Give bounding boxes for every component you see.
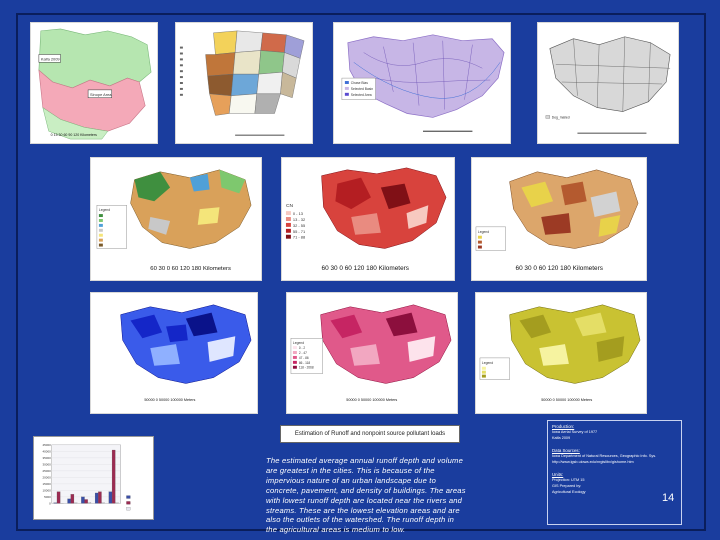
map-river-basin: Chase Bias Selected Basin Selected Area xyxy=(333,22,511,144)
legend-label: 47 - 86 xyxy=(299,356,309,360)
chart-bar xyxy=(108,491,113,504)
legend-label: Chase Bias xyxy=(351,81,368,85)
legend-title: CN xyxy=(286,203,294,209)
legend-title: Legend xyxy=(478,230,489,234)
legend-label: 32 - 55 xyxy=(293,223,306,228)
caption-box: Estimation of Runoff and nonpoint source… xyxy=(280,425,460,443)
info-line: GIS Prepared by: xyxy=(552,484,582,488)
legend-label: Selected Basin xyxy=(351,87,374,91)
legend-label: 86 - 118 xyxy=(299,361,311,365)
scale-bar-label: 50000 0 50000 100000 Meters xyxy=(541,398,592,402)
legend-label: Selected Area xyxy=(351,93,372,97)
y-tick-label: 45000 xyxy=(43,443,52,447)
chart-bar xyxy=(81,496,85,504)
chart-legend-swatch xyxy=(126,495,131,499)
map-label: Kalfa 2009 xyxy=(41,56,60,61)
scale-bar-label: 50000 0 50000 100000 Meters xyxy=(346,398,397,402)
runoff-bar-chart: 45000 40000 35000 30000 25000 20000 15000 10000… xyxy=(33,436,154,520)
legend-label: 13 - 32 xyxy=(293,217,305,222)
map-land-use: Legend 60 30 0 60 120 180 Kilometers xyxy=(90,157,262,281)
scale-bar-label: 50000 0 50000 100000 Meters xyxy=(144,398,195,402)
y-tick-label: 20000 xyxy=(43,475,52,479)
y-tick-label: 10000 xyxy=(43,488,52,492)
chart-legend-swatch xyxy=(126,507,131,511)
info-line: http://www.igsb.uiowa.edu/nrgislibx/gish… xyxy=(552,460,634,464)
scale-bar-label: 0 15 30 60 90 120 Kilometers xyxy=(51,133,97,137)
chart-bar xyxy=(84,499,88,504)
map-soils: Legend 60 30 0 60 120 180 Kilometers xyxy=(471,157,647,281)
info-line: Iowa Department of Natural Resources, Ge… xyxy=(552,454,657,458)
map-label: Sinope Area xyxy=(90,92,112,97)
slide-frame xyxy=(16,13,706,531)
map-curve-number: CN 0 - 13 13 - 32 32 - 55 55 - 71 71 - 8… xyxy=(281,157,455,281)
chart-bar xyxy=(101,502,105,504)
y-tick-label: 40000 xyxy=(43,449,52,453)
y-tick-label: 15000 xyxy=(43,482,52,486)
info-heading: Data Sources: xyxy=(552,448,580,453)
map-subwatersheds: Deg_mailed xyxy=(537,22,679,144)
y-tick-label: 35000 xyxy=(43,456,52,460)
legend-label: Deg_mailed xyxy=(552,115,570,119)
scale-bar-label: 60 30 0 60 120 180 Kilometers xyxy=(150,266,231,272)
map-runoff-depth: 50000 0 50000 100000 Meters xyxy=(90,292,258,414)
info-line: Kalfa 2009 xyxy=(552,436,571,440)
chart-bar xyxy=(70,494,75,504)
map-runoff-volume: Legend 0 - 2 2 - 47 47 - 86 86 - 118 118… xyxy=(286,292,458,414)
info-heading: Units: xyxy=(552,472,564,477)
chart-bar xyxy=(98,491,102,504)
info-line: Iowa Aerial Survey of 1977 xyxy=(552,430,598,434)
chart-bar xyxy=(67,498,71,504)
y-tick-label: 25000 xyxy=(43,469,52,473)
legend-title: Legend xyxy=(293,341,304,345)
info-box: Production: Iowa Aerial Survey of 1977 K… xyxy=(547,420,682,525)
chart-legend-swatch xyxy=(126,501,131,505)
map-study-area: Kalfa 2009 Sinope Area 0 15 30 60 90 120… xyxy=(30,22,158,144)
scale-bar-label: 60 30 0 60 120 180 Kilometers xyxy=(322,265,409,272)
map-pollutant-load: Legend 50000 0 50000 100000 Meters xyxy=(475,292,647,414)
info-line: Projection: UTM 15 xyxy=(552,478,585,482)
y-tick-label: 0 xyxy=(49,501,51,505)
legend-label: 71 - 88 xyxy=(293,235,306,240)
legend-label: 118 - 2068 xyxy=(299,366,314,370)
legend-label: 2 - 47 xyxy=(299,351,307,355)
chart-bar xyxy=(111,449,116,504)
chart-bar xyxy=(87,502,92,504)
map-counties xyxy=(175,22,313,144)
chart-bar xyxy=(56,491,61,504)
chart-bar xyxy=(94,492,99,504)
chart-bar xyxy=(73,502,78,504)
scale-bar-label: 60 30 0 60 120 180 Kilometers xyxy=(516,265,603,272)
legend-title: Legend xyxy=(482,361,493,365)
legend-label: 55 - 71 xyxy=(293,229,305,234)
chart-bar xyxy=(53,502,58,504)
chart-bar xyxy=(115,502,119,504)
legend-title: Legend xyxy=(99,208,110,212)
y-tick-label: 5000 xyxy=(44,495,51,499)
info-heading: Production: xyxy=(552,424,575,429)
legend-label: 0 - 13 xyxy=(293,211,304,216)
y-tick-label: 30000 xyxy=(43,462,52,466)
page-number: 14 xyxy=(662,492,675,504)
legend-label: 0 - 2 xyxy=(299,346,306,350)
info-line: Agricultural Ecology xyxy=(552,490,586,494)
description-text: The estimated average annual runoff dept… xyxy=(266,456,466,535)
